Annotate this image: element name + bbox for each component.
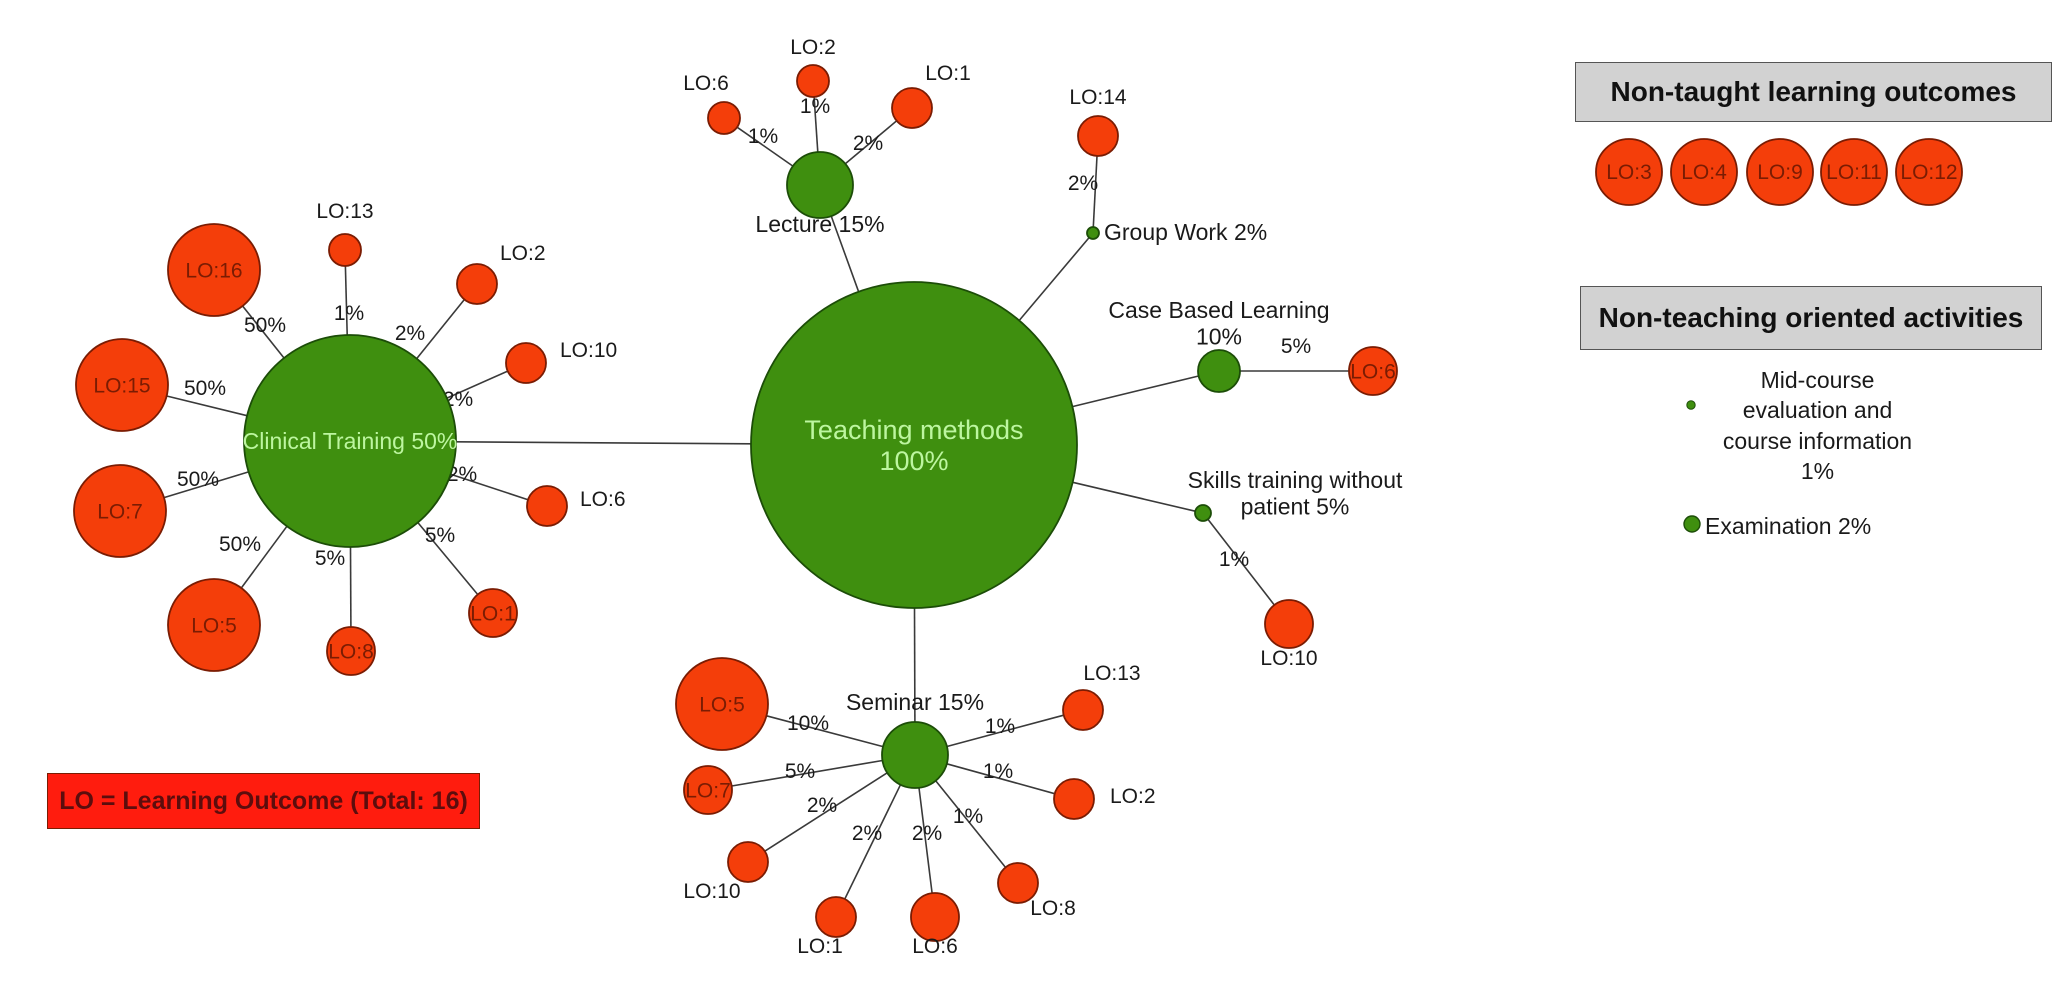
- svg-text:LO:4: LO:4: [1681, 161, 1727, 184]
- svg-text:LO:1: LO:1: [470, 602, 516, 625]
- svg-text:Teaching methods: Teaching methods: [804, 415, 1023, 445]
- svg-text:1%: 1%: [800, 95, 830, 118]
- svg-text:LO:1: LO:1: [925, 62, 971, 85]
- svg-text:5%: 5%: [785, 760, 815, 783]
- svg-text:LO:10: LO:10: [683, 880, 740, 903]
- svg-text:LO:16: LO:16: [185, 259, 242, 282]
- svg-text:2%: 2%: [395, 322, 425, 345]
- svg-text:100%: 100%: [879, 446, 948, 476]
- svg-text:LO:13: LO:13: [316, 200, 373, 223]
- svg-text:1%: 1%: [748, 125, 778, 148]
- svg-text:LO:5: LO:5: [699, 693, 745, 716]
- svg-text:1%: 1%: [334, 302, 364, 325]
- svg-text:LO:10: LO:10: [1260, 647, 1317, 670]
- svg-text:1%: 1%: [983, 760, 1013, 783]
- svg-text:50%: 50%: [177, 468, 219, 491]
- svg-text:LO:3: LO:3: [1606, 161, 1652, 184]
- svg-text:LO:6: LO:6: [683, 72, 729, 95]
- svg-text:LO:1: LO:1: [797, 935, 843, 958]
- svg-text:50%: 50%: [244, 314, 286, 337]
- svg-text:LO:15: LO:15: [93, 374, 150, 397]
- svg-text:Skills training without: Skills training without: [1188, 467, 1403, 493]
- svg-text:patient 5%: patient 5%: [1241, 494, 1350, 520]
- svg-text:LO:12: LO:12: [1900, 161, 1957, 184]
- svg-text:LO:11: LO:11: [1826, 161, 1882, 184]
- svg-text:1%: 1%: [985, 715, 1015, 738]
- svg-text:LO:7: LO:7: [97, 500, 143, 523]
- svg-text:LO:2: LO:2: [1110, 785, 1156, 808]
- svg-text:Clinical Training 50%: Clinical Training 50%: [243, 428, 458, 454]
- svg-text:1%: 1%: [953, 805, 983, 828]
- svg-text:5%: 5%: [425, 524, 455, 547]
- svg-text:50%: 50%: [219, 533, 261, 556]
- svg-text:Seminar 15%: Seminar 15%: [846, 689, 984, 715]
- svg-text:LO:8: LO:8: [1030, 897, 1076, 920]
- svg-text:50%: 50%: [184, 377, 226, 400]
- svg-text:2%: 2%: [1068, 172, 1098, 195]
- svg-text:2%: 2%: [912, 822, 942, 845]
- svg-text:2%: 2%: [852, 822, 882, 845]
- svg-text:2%: 2%: [807, 794, 837, 817]
- svg-text:LO:8: LO:8: [328, 640, 374, 663]
- svg-text:LO:2: LO:2: [500, 242, 546, 265]
- svg-text:LO:14: LO:14: [1069, 86, 1127, 109]
- svg-text:10%: 10%: [1196, 323, 1242, 349]
- svg-text:LO:6: LO:6: [1350, 360, 1396, 383]
- svg-text:LO:6: LO:6: [580, 488, 626, 511]
- svg-text:10%: 10%: [787, 712, 829, 735]
- svg-text:LO:7: LO:7: [685, 779, 731, 802]
- svg-text:LO:9: LO:9: [1757, 161, 1803, 184]
- svg-text:2%: 2%: [853, 132, 883, 155]
- svg-text:LO:6: LO:6: [912, 935, 958, 958]
- svg-text:LO:2: LO:2: [790, 36, 836, 59]
- svg-text:5%: 5%: [1281, 335, 1311, 358]
- svg-text:LO:5: LO:5: [191, 614, 237, 637]
- svg-text:LO:10: LO:10: [560, 339, 617, 362]
- svg-text:5%: 5%: [315, 547, 345, 570]
- svg-text:LO:13: LO:13: [1083, 662, 1140, 685]
- svg-text:1%: 1%: [1219, 548, 1249, 571]
- svg-text:Case Based Learning: Case Based Learning: [1108, 297, 1329, 323]
- svg-text:Lecture 15%: Lecture 15%: [755, 211, 884, 237]
- svg-text:Group Work 2%: Group Work 2%: [1104, 219, 1267, 245]
